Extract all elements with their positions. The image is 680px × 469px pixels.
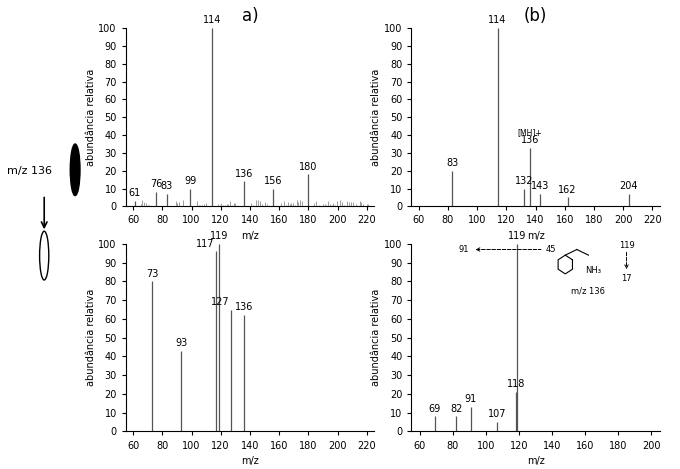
Y-axis label: abundância relativa: abundância relativa [86, 289, 96, 386]
Text: 91: 91 [459, 245, 469, 254]
Text: 136: 136 [520, 135, 539, 145]
Text: 73: 73 [146, 269, 158, 279]
Circle shape [39, 231, 49, 280]
Text: [MH]+: [MH]+ [517, 128, 542, 137]
Text: 45: 45 [545, 245, 556, 254]
Text: 69: 69 [428, 404, 441, 414]
Text: 83: 83 [160, 181, 173, 191]
Text: 99: 99 [184, 176, 196, 186]
Text: 76: 76 [150, 180, 163, 189]
Circle shape [70, 144, 80, 196]
Text: 114: 114 [488, 15, 507, 25]
Text: 93: 93 [175, 338, 188, 348]
Text: 119: 119 [508, 231, 526, 241]
Text: 107: 107 [488, 409, 507, 419]
Text: (b): (b) [524, 7, 547, 24]
Text: a): a) [241, 7, 258, 24]
Text: 119: 119 [210, 231, 228, 241]
X-axis label: m/z: m/z [241, 231, 259, 241]
Text: 82: 82 [450, 404, 462, 414]
Y-axis label: abundância relativa: abundância relativa [371, 68, 381, 166]
Y-axis label: abundância relativa: abundância relativa [371, 289, 381, 386]
Text: 127: 127 [211, 297, 229, 307]
Text: m/z 136: m/z 136 [571, 286, 605, 295]
Text: 132: 132 [515, 176, 533, 186]
Text: 204: 204 [619, 181, 639, 191]
Text: 118: 118 [507, 379, 525, 389]
Text: 117: 117 [197, 239, 215, 249]
Text: 119: 119 [619, 241, 634, 250]
X-axis label: m/z: m/z [241, 456, 259, 466]
Text: 143: 143 [530, 181, 549, 191]
Text: 136: 136 [235, 303, 253, 312]
Text: 61: 61 [129, 189, 141, 198]
X-axis label: m/z: m/z [526, 456, 545, 466]
Text: 136: 136 [235, 169, 253, 179]
Text: 91: 91 [465, 394, 477, 404]
Text: 83: 83 [446, 158, 458, 168]
Y-axis label: abundância relativa: abundância relativa [86, 68, 96, 166]
X-axis label: m/z: m/z [526, 231, 545, 241]
Text: 180: 180 [299, 162, 318, 172]
Text: 156: 156 [264, 176, 282, 186]
Text: 162: 162 [558, 185, 577, 195]
Text: m/z 136: m/z 136 [7, 166, 52, 176]
Text: NH₃: NH₃ [585, 265, 601, 275]
Text: 17: 17 [622, 274, 632, 283]
Text: 114: 114 [203, 15, 221, 25]
